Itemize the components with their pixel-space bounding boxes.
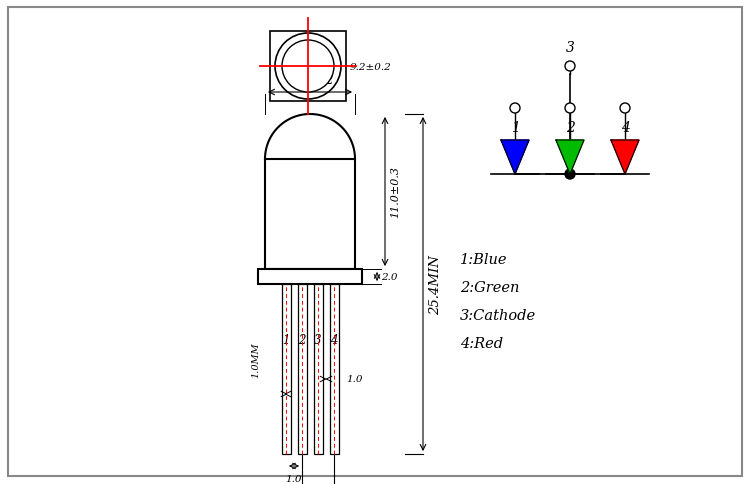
Bar [281,285,290,454]
Text: 1.0: 1.0 [286,474,302,483]
Bar [314,285,322,454]
Text: 1.0: 1.0 [346,375,362,384]
Circle shape [275,34,341,100]
Text: 25.4MIN: 25.4MIN [429,255,442,314]
Text: 1: 1 [511,121,520,135]
Text: 4: 4 [330,333,338,346]
Text: 3: 3 [314,333,322,346]
Text: 2: 2 [298,333,306,346]
Bar [270,32,346,102]
Text: 1.0MM: 1.0MM [251,342,260,377]
Text: 1:Blue: 1:Blue [460,253,508,267]
Bar [298,285,307,454]
Circle shape [282,41,334,93]
Circle shape [565,62,575,72]
Text: 11.0±0.3: 11.0±0.3 [390,166,400,218]
Text: 2.0: 2.0 [381,272,398,281]
Text: 4:Red: 4:Red [460,336,503,350]
Circle shape [565,170,575,180]
Text: 2: 2 [566,121,574,135]
Text: 2:Green: 2:Green [460,280,519,294]
Text: 4: 4 [620,121,629,135]
Text: 1: 1 [282,333,290,346]
Text: 7.8±0.2: 7.8±0.2 [286,74,334,87]
Circle shape [620,104,630,114]
Text: 9.2±0.2: 9.2±0.2 [350,62,392,71]
Polygon shape [556,141,584,175]
Bar [329,285,338,454]
Text: 3:Cathode: 3:Cathode [460,308,536,322]
Bar [265,160,355,270]
Polygon shape [501,141,529,175]
Bar [258,270,362,285]
Circle shape [510,104,520,114]
Circle shape [565,104,575,114]
Polygon shape [611,141,639,175]
Text: 3: 3 [566,41,574,55]
